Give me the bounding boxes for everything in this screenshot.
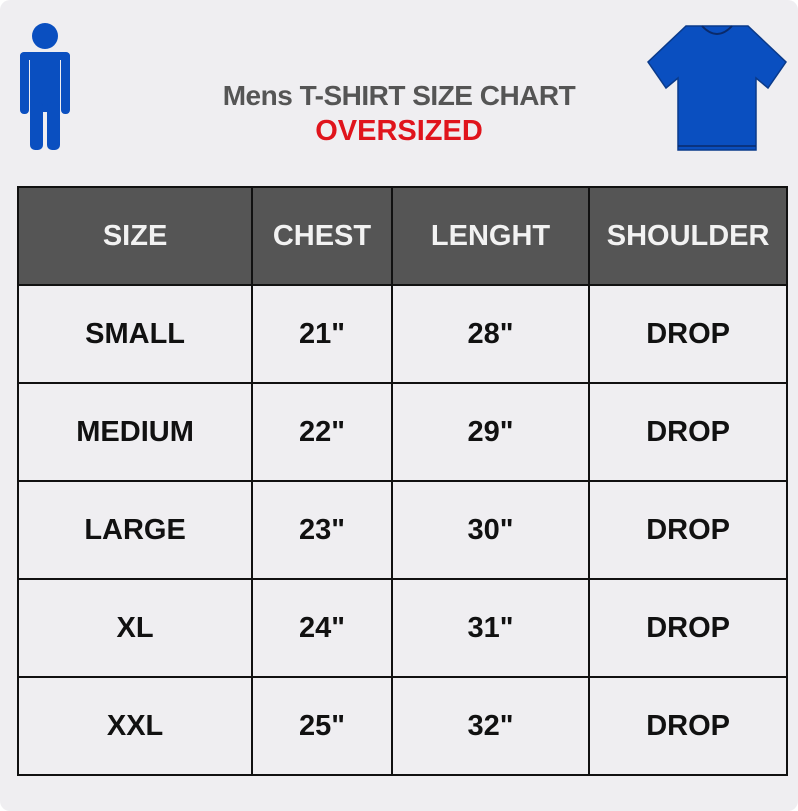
size-cell: XXL [16, 676, 254, 776]
column-header-size: SIZE [16, 186, 254, 286]
chest-cell: 22" [251, 382, 393, 482]
table-row: LARGE 23" 30" DROP [16, 480, 788, 580]
tshirt-icon [647, 25, 787, 151]
length-cell: 31" [390, 578, 591, 678]
size-cell: MEDIUM [16, 382, 254, 482]
chest-cell: 24" [251, 578, 393, 678]
table-header-row: SIZE CHEST LENGHT SHOULDER [16, 186, 788, 286]
column-header-shoulder: SHOULDER [588, 186, 788, 286]
shoulder-cell: DROP [588, 480, 788, 580]
column-header-length: LENGHT [390, 186, 591, 286]
length-cell: 32" [390, 676, 591, 776]
size-cell: LARGE [16, 480, 254, 580]
chart-subtitle: OVERSIZED [315, 115, 483, 147]
chest-cell: 25" [251, 676, 393, 776]
size-table: SIZE CHEST LENGHT SHOULDER SMALL 21" 28" DR… [16, 186, 788, 776]
table-row: SMALL 21" 28" DROP [16, 284, 788, 384]
chart-title: Mens T-SHIRT SIZE CHART [222, 80, 576, 111]
length-cell: 28" [390, 284, 591, 384]
length-cell: 29" [390, 382, 591, 482]
chest-cell: 21" [251, 284, 393, 384]
size-cell: SMALL [16, 284, 254, 384]
shoulder-cell: DROP [588, 578, 788, 678]
table-row: XXL 25" 32" DROP [16, 676, 788, 776]
shoulder-cell: DROP [588, 676, 788, 776]
column-header-chest: CHEST [251, 186, 393, 286]
table-row: MEDIUM 22" 29" DROP [16, 382, 788, 482]
length-cell: 30" [390, 480, 591, 580]
person-icon [20, 23, 70, 150]
size-cell: XL [16, 578, 254, 678]
shoulder-cell: DROP [588, 284, 788, 384]
chest-cell: 23" [251, 480, 393, 580]
shoulder-cell: DROP [588, 382, 788, 482]
table-row: XL 24" 31" DROP [16, 578, 788, 678]
